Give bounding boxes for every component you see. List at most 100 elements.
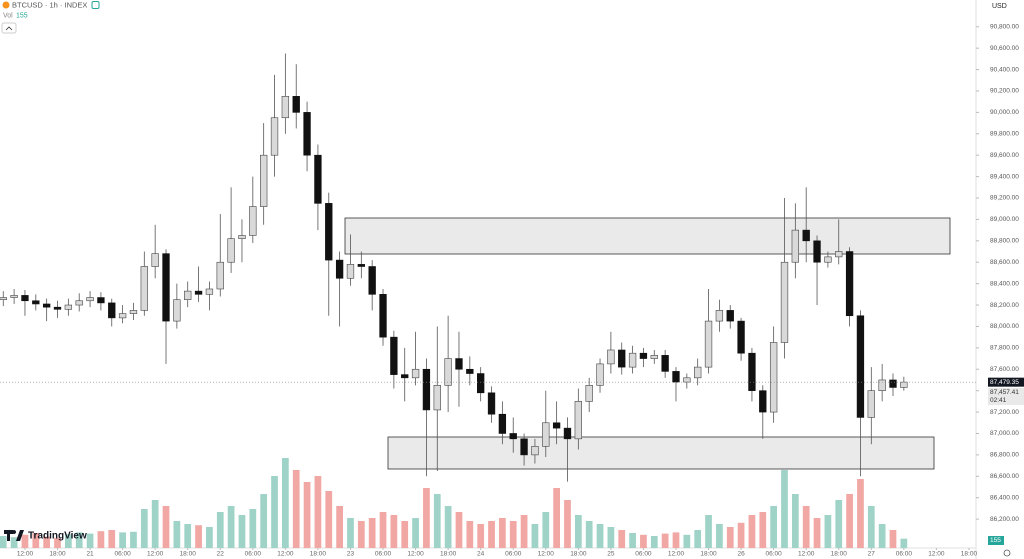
candle-body — [401, 374, 409, 379]
x-tick-label: 06:00 — [765, 551, 782, 558]
volume-bar — [455, 512, 463, 548]
candle-body — [270, 117, 279, 156]
volume-bar — [640, 534, 647, 548]
candle-body — [21, 295, 29, 302]
volume-bar — [86, 533, 94, 548]
volume-bar — [130, 531, 137, 548]
candle-body — [314, 154, 322, 204]
volume-bar — [867, 506, 875, 548]
last-price-badge — [988, 377, 1024, 387]
volume-bar — [433, 494, 441, 548]
volume-bar — [759, 512, 767, 548]
x-tick-label: 24 — [477, 551, 485, 558]
candle-body — [748, 352, 756, 391]
candle-body — [335, 259, 344, 279]
volume-bar — [900, 538, 908, 548]
y-tick-label: 89,200.00 — [990, 195, 1019, 202]
volume-bar — [206, 527, 213, 548]
candle-body — [704, 320, 713, 368]
candle-body — [379, 294, 387, 338]
volume-bar — [737, 522, 745, 548]
x-tick-label: 18:00 — [310, 551, 327, 558]
candle-body — [487, 392, 496, 415]
volume-bar — [216, 512, 224, 548]
volume-bar — [770, 506, 778, 548]
candle-body — [661, 355, 669, 372]
candle-body — [64, 304, 73, 310]
volume-bar — [249, 509, 257, 548]
candle-body — [509, 433, 517, 440]
volume-bar — [813, 518, 821, 548]
volume-bar — [488, 521, 495, 548]
logo-text: TradingView — [28, 531, 87, 542]
volume-bar — [314, 476, 322, 548]
candle-body — [10, 295, 18, 298]
volume-bar — [423, 488, 430, 548]
candle-body — [346, 264, 355, 279]
volume-bar — [520, 515, 528, 548]
candle-body — [216, 261, 224, 290]
candle-body — [466, 368, 474, 374]
volume-bar — [509, 521, 517, 548]
candle-body — [260, 154, 268, 207]
volume-bar — [683, 534, 691, 548]
candle-body — [422, 368, 431, 411]
candle-body — [769, 342, 778, 413]
volume-bar — [889, 530, 897, 548]
volume-bar — [564, 500, 571, 548]
candle-body — [715, 310, 724, 322]
volume-bar — [444, 506, 452, 548]
volume-bar — [878, 524, 886, 548]
candle-body — [194, 290, 203, 295]
candle-body — [563, 427, 572, 440]
x-tick-label: 22 — [217, 551, 225, 558]
volume-bar — [542, 512, 550, 548]
x-tick-label: 06:00 — [375, 551, 392, 558]
volume-bar — [553, 488, 560, 548]
candle-body — [585, 385, 593, 402]
volume-bar — [379, 512, 387, 548]
volume-bar — [357, 521, 365, 548]
volume-value: 155 — [16, 12, 28, 19]
volume-bar — [846, 494, 853, 548]
candle-body — [596, 363, 604, 386]
y-tick-label: 89,800.00 — [990, 131, 1019, 138]
volume-bar — [238, 515, 246, 548]
candle-body — [325, 203, 333, 261]
volume-bar — [857, 479, 864, 548]
volume-bar — [650, 536, 658, 548]
y-tick-label: 87,200.00 — [990, 409, 1019, 416]
volume-badge — [988, 536, 1004, 545]
candle-body — [205, 288, 214, 295]
x-tick-label: 12:00 — [147, 551, 164, 558]
y-tick-label: 88,200.00 — [990, 302, 1019, 309]
x-tick-label: 18:00 — [961, 551, 978, 558]
y-tick-label: 89,400.00 — [990, 173, 1019, 180]
volume-bar — [466, 521, 474, 548]
candle-body — [878, 379, 886, 391]
x-tick-label: 18:00 — [570, 551, 587, 558]
settings-icon[interactable] — [1003, 549, 1011, 557]
y-tick-label: 86,800.00 — [990, 452, 1019, 459]
x-tick-label: 12:00 — [538, 551, 555, 558]
mark-price-label: 87,457.41 — [990, 389, 1019, 396]
candle-body — [249, 206, 257, 236]
candle-body — [477, 373, 485, 394]
volume-bar — [835, 500, 843, 548]
x-tick-label: 12:00 — [17, 551, 34, 558]
x-tick-label: 12:00 — [668, 551, 685, 558]
volume-bar — [791, 494, 799, 548]
volume-bar — [97, 531, 105, 548]
collapse-button[interactable] — [1, 22, 17, 34]
candle-body — [444, 358, 452, 386]
candle-body — [650, 355, 658, 359]
y-tick-label: 86,600.00 — [990, 473, 1019, 480]
volume-bar — [162, 506, 170, 548]
volume-bar — [607, 527, 615, 548]
volume-bar — [54, 537, 61, 548]
y-tick-label: 86,200.00 — [990, 516, 1019, 523]
volume-bar — [661, 533, 669, 548]
y-tick-label: 88,600.00 — [990, 259, 1019, 266]
